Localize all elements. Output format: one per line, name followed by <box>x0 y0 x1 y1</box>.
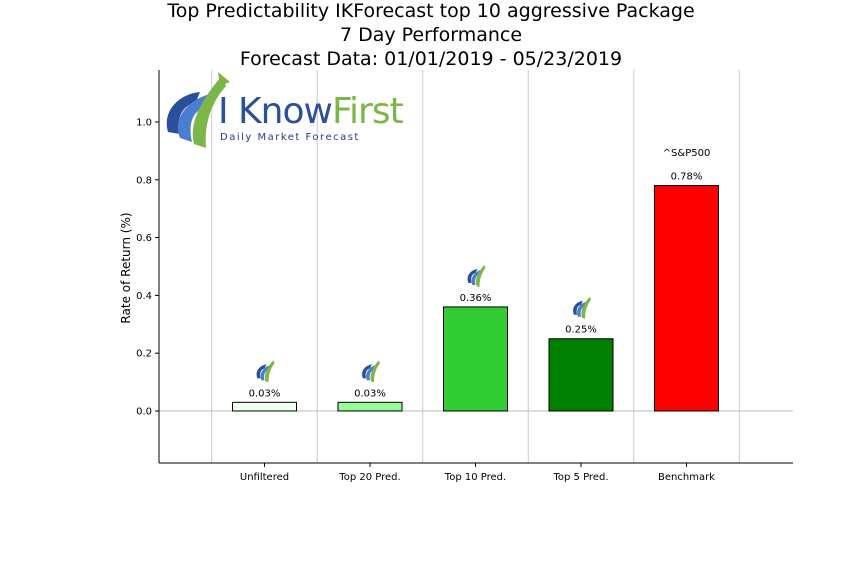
mini-logo-icon <box>573 296 591 319</box>
y-tick-label: 0.2 <box>136 349 152 360</box>
y-tick-label: 0.6 <box>136 233 152 244</box>
i-know-first-logo: I KnowFirst Daily Market Forecast <box>160 72 404 162</box>
x-tick-label: Top 10 Pred. <box>444 472 506 483</box>
mini-logo-icon <box>256 360 275 383</box>
logo-wordmark: I KnowFirst <box>218 91 404 132</box>
data-label: 0.78% <box>671 172 703 183</box>
y-tick-label: 0.0 <box>136 406 152 417</box>
y-tick-label: 1.0 <box>136 118 152 129</box>
data-label: 0.36% <box>460 293 492 304</box>
y-tick-label: 0.8 <box>136 175 152 186</box>
logo-tagline: Daily Market Forecast <box>220 132 360 143</box>
x-tick-label: Unfiltered <box>240 472 289 483</box>
chart-title-line-2: 7 Day Performance <box>339 24 523 46</box>
data-label: 0.25% <box>565 325 597 336</box>
bar-top-10-pred <box>443 306 508 412</box>
bar-top-20-pred <box>337 401 403 412</box>
bars <box>232 185 719 412</box>
gridlines <box>211 70 740 463</box>
mini-logo-icon <box>467 264 486 287</box>
data-label: 0.03% <box>249 388 281 399</box>
bar-benchmark <box>654 185 719 412</box>
logo-swoosh-icon <box>166 72 230 148</box>
data-label: 0.03% <box>354 388 386 399</box>
mini-logo-icon <box>362 360 380 383</box>
y-tick-label: 0.4 <box>136 291 152 302</box>
bar-labels: 0.03% 0.03% 0.36% 0.25% 0.78% ^S&P500 <box>249 148 711 399</box>
y-axis-label: Rate of Return (%) <box>119 212 133 323</box>
chart-title-line-3: Forecast Data: 01/01/2019 - 05/23/2019 <box>239 48 623 70</box>
bar-top-5-pred <box>548 338 614 412</box>
bar-unfiltered <box>232 401 297 412</box>
benchmark-annotation: ^S&P500 <box>663 148 711 159</box>
axes: 0.0 0.2 0.4 0.6 0.8 1.0 Unfiltered Top 20 Pred.… <box>136 70 793 483</box>
chart-title-line-1: Top Predictability IKForecast top 10 agg… <box>167 0 695 22</box>
x-tick-label: Top 5 Pred. <box>552 472 608 483</box>
x-tick-label: Benchmark <box>658 472 715 483</box>
x-tick-label: Top 20 Pred. <box>338 472 400 483</box>
